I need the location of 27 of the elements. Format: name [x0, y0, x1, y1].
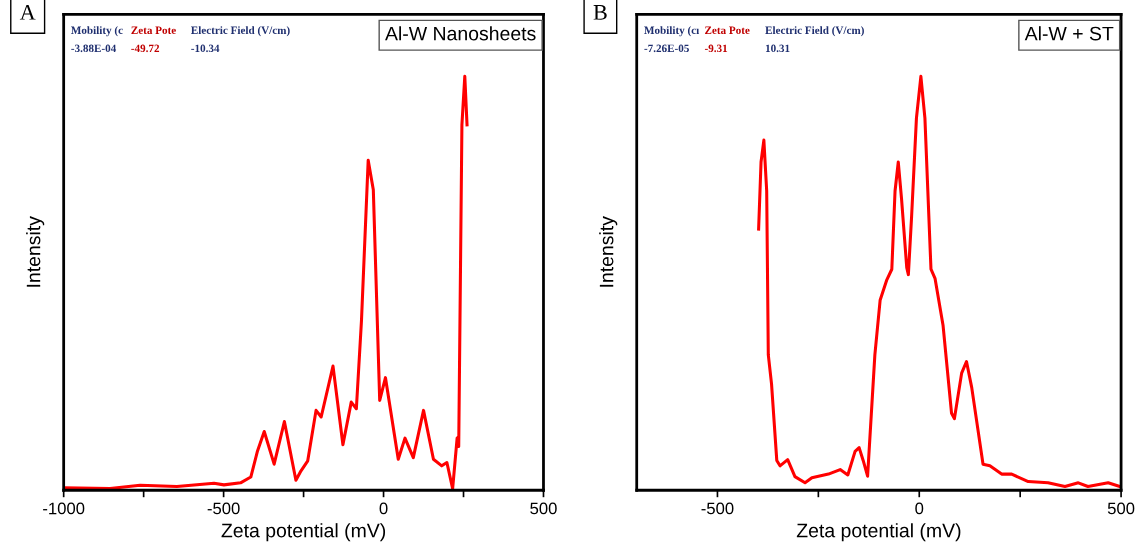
y-axis-title: Intensity — [599, 216, 618, 287]
text: A — [19, 4, 36, 20]
x-tick-label: -500 — [207, 502, 240, 515]
y-axis-title: Intensity — [26, 216, 45, 287]
x-tick-label: 500 — [530, 502, 557, 515]
x-tick-label: 0 — [915, 502, 924, 515]
text: -49.72 — [131, 44, 160, 53]
text: -9.31 — [704, 44, 728, 53]
text: Electric Field (V/cm) — [765, 26, 864, 37]
x-tick-label: 500 — [1107, 502, 1135, 515]
chart-title: Al-W Nanosheets — [385, 26, 536, 41]
text: B — [593, 5, 607, 20]
text: Zeta Pote — [705, 26, 750, 34]
text: Zeta Pote — [131, 26, 176, 34]
text: -10.34 — [191, 44, 220, 53]
text: Mobility (cı — [644, 26, 700, 37]
text: -3.88E-04 — [71, 44, 117, 53]
text: Mobility (c — [71, 26, 123, 37]
x-tick-label: 0 — [379, 502, 388, 515]
chart-title: Al-W + ST — [1024, 26, 1114, 41]
x-tick-label: -1000 — [43, 502, 85, 515]
text: 10.31 — [765, 44, 790, 53]
x-axis-title: Zeta potential (mV) — [221, 523, 386, 542]
text: -7.26E-05 — [644, 44, 689, 53]
x-axis-title: Zeta potential (mV) — [796, 523, 961, 542]
text: Electric Field (V/cm) — [191, 26, 290, 37]
x-tick-label: -500 — [701, 502, 734, 515]
